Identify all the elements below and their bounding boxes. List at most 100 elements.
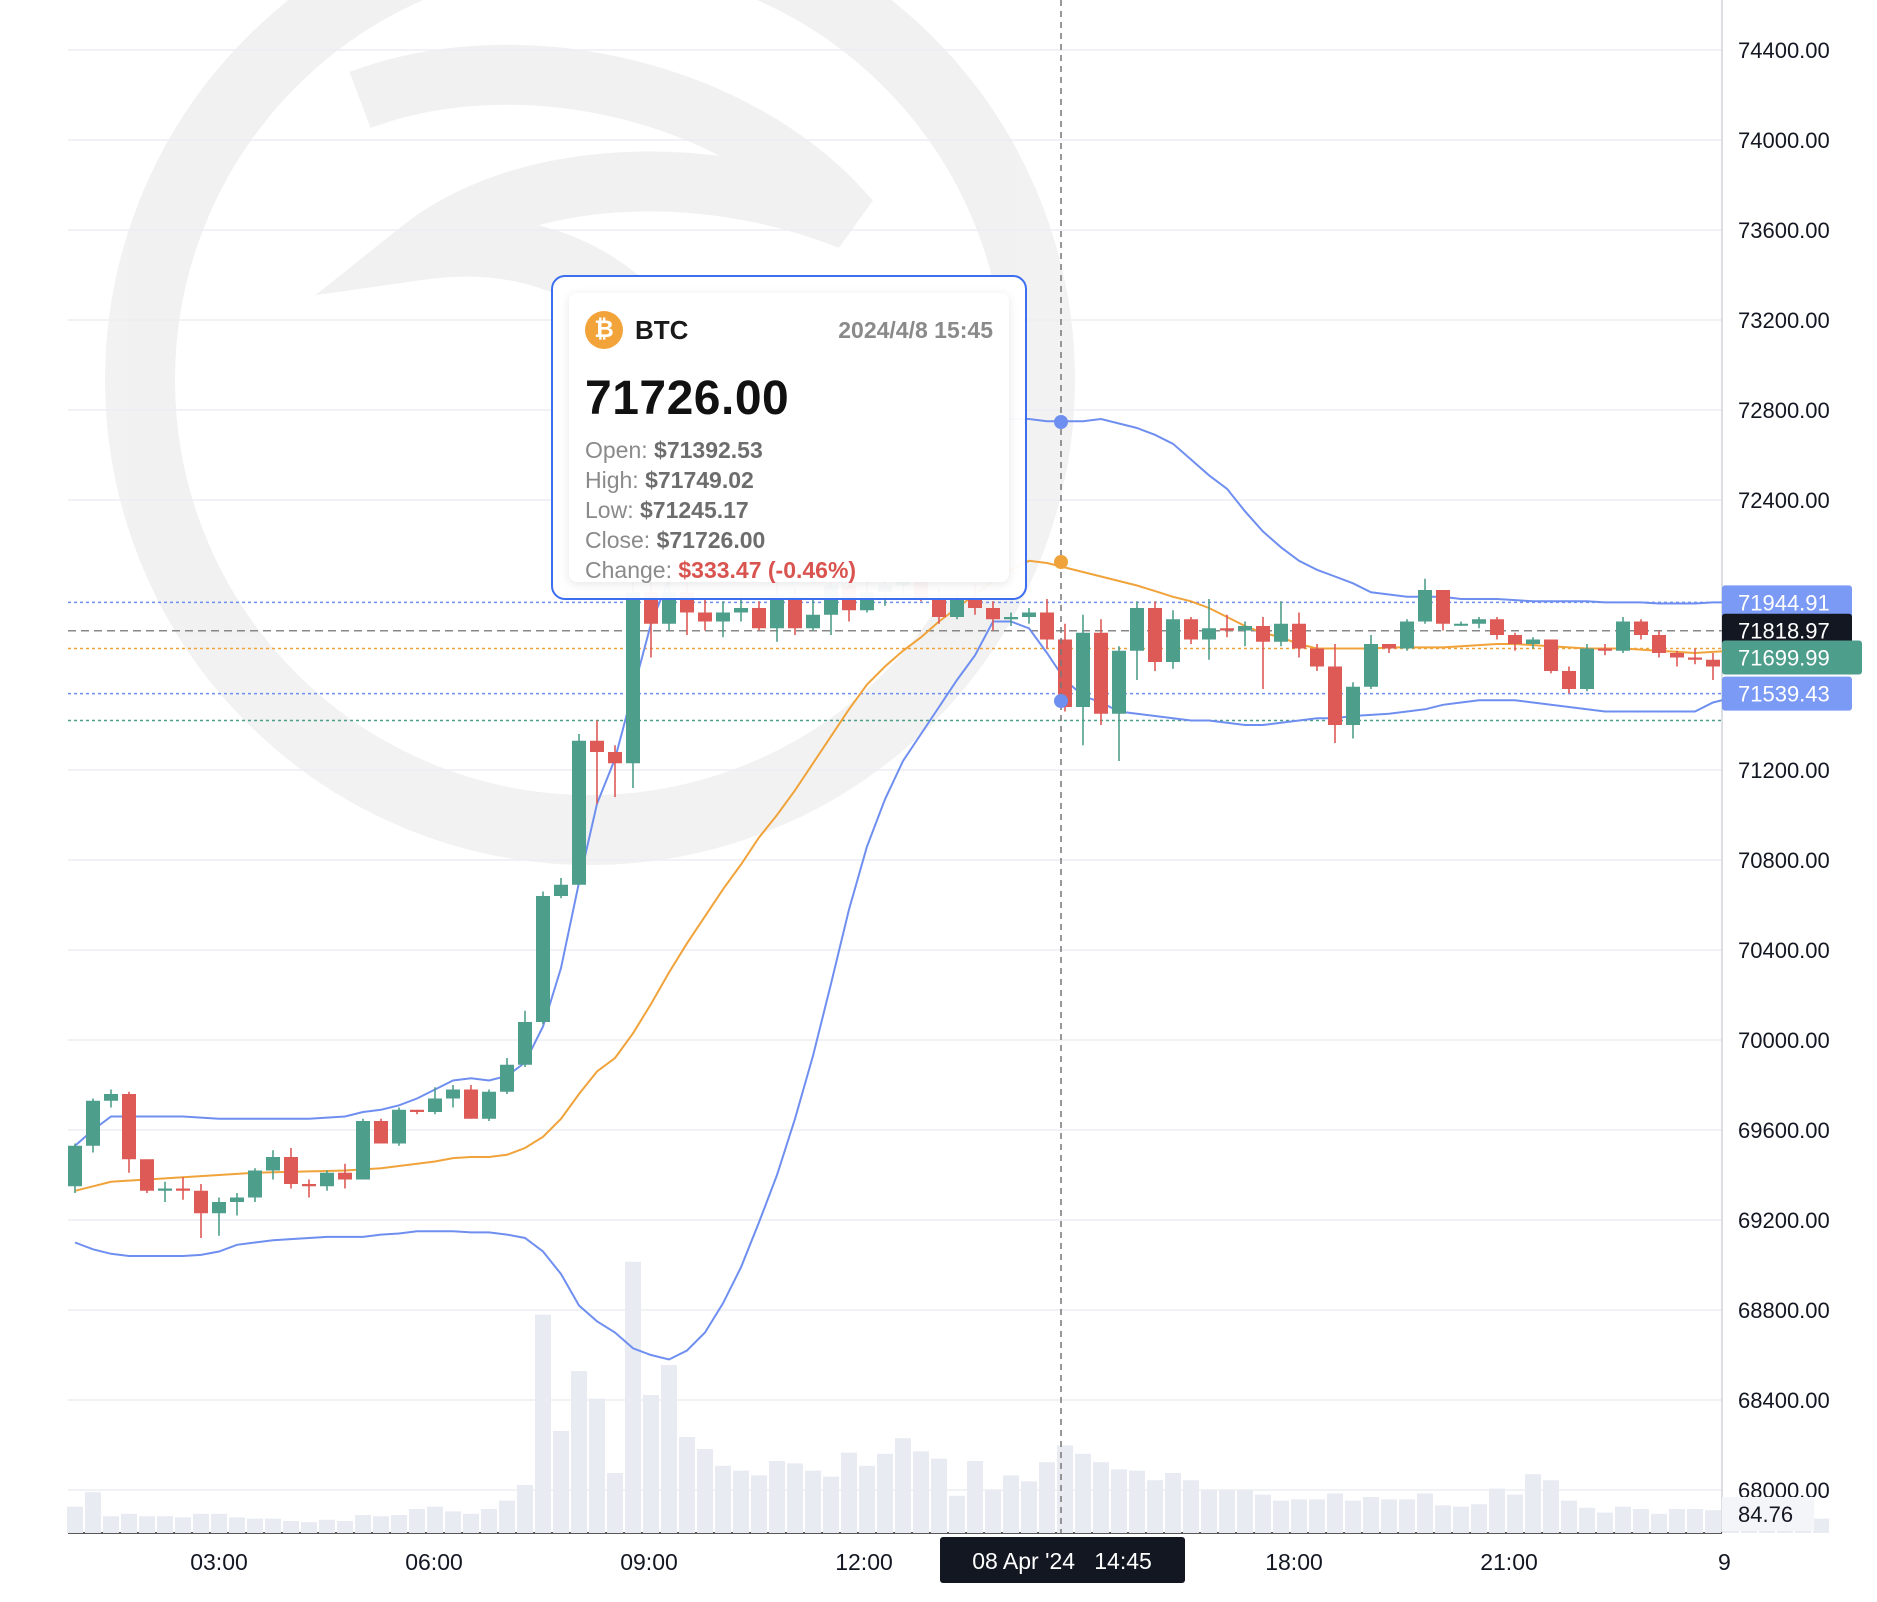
- candle-down[interactable]: [1634, 621, 1648, 636]
- candle-down[interactable]: [1058, 639, 1072, 708]
- candle-up[interactable]: [716, 612, 730, 622]
- candle-down[interactable]: [1094, 632, 1108, 714]
- candle-down[interactable]: [1544, 639, 1558, 672]
- candle-up[interactable]: [626, 592, 640, 764]
- candle-down[interactable]: [1688, 657, 1702, 660]
- candle-down[interactable]: [1706, 659, 1720, 667]
- candle-up[interactable]: [1166, 619, 1180, 662]
- price-axis[interactable]: 74400.00 74000.00 73600.00 73200.00 72800.00…: [1722, 38, 1862, 1531]
- candle-down[interactable]: [1328, 666, 1342, 726]
- candle-up[interactable]: [320, 1172, 334, 1187]
- candle-up[interactable]: [500, 1064, 514, 1092]
- candle-up[interactable]: [212, 1202, 226, 1214]
- candle-down[interactable]: [1220, 628, 1234, 631]
- candle-up[interactable]: [1472, 619, 1486, 624]
- candle-down[interactable]: [284, 1157, 298, 1184]
- candle-up[interactable]: [536, 896, 550, 1022]
- candle-down[interactable]: [374, 1121, 388, 1144]
- candle-up[interactable]: [1580, 648, 1594, 690]
- candle-down[interactable]: [986, 608, 1000, 620]
- price-label-badge[interactable]: [1722, 676, 1852, 711]
- candle-up[interactable]: [572, 740, 586, 885]
- candle-up[interactable]: [518, 1022, 532, 1065]
- candle-down[interactable]: [644, 592, 658, 624]
- candle-down[interactable]: [932, 599, 946, 617]
- candle-down[interactable]: [1040, 612, 1054, 640]
- volume-bar: [103, 1516, 119, 1533]
- candle-up[interactable]: [86, 1100, 100, 1146]
- candle-down[interactable]: [590, 740, 604, 752]
- candle-down[interactable]: [122, 1094, 136, 1160]
- price-label-badge[interactable]: [1722, 640, 1862, 675]
- candle-down[interactable]: [788, 596, 802, 629]
- candle-down[interactable]: [1652, 635, 1666, 653]
- candle-up[interactable]: [1454, 623, 1468, 626]
- candle-down[interactable]: [968, 599, 982, 608]
- crosshair-time-badge[interactable]: [940, 1537, 1185, 1583]
- candle-down[interactable]: [1490, 619, 1504, 635]
- candle-up[interactable]: [356, 1121, 370, 1180]
- candle-up[interactable]: [266, 1157, 280, 1171]
- candle-up[interactable]: [446, 1089, 460, 1099]
- volume-bar: [589, 1398, 605, 1533]
- candle-down[interactable]: [410, 1109, 424, 1112]
- candle-up[interactable]: [482, 1091, 496, 1119]
- low-label: Low:: [585, 497, 634, 523]
- candle-down[interactable]: [1508, 635, 1522, 644]
- candle-up[interactable]: [950, 599, 964, 617]
- candle-down[interactable]: [608, 752, 622, 764]
- price-label-badge[interactable]: [1722, 613, 1852, 648]
- candle-up[interactable]: [230, 1197, 244, 1203]
- candle-down[interactable]: [1148, 608, 1162, 662]
- price-label-badge[interactable]: [1722, 585, 1852, 620]
- candle-down[interactable]: [752, 608, 766, 629]
- candle-up[interactable]: [248, 1170, 262, 1198]
- candle-up[interactable]: [428, 1098, 442, 1113]
- candle-up[interactable]: [1130, 608, 1144, 651]
- candle-up[interactable]: [554, 884, 568, 896]
- candle-up[interactable]: [1418, 590, 1432, 622]
- candle-down[interactable]: [1382, 644, 1396, 649]
- candle-down[interactable]: [698, 612, 712, 622]
- candle-up[interactable]: [734, 608, 748, 613]
- candle-down[interactable]: [338, 1172, 352, 1180]
- volume-bar: [1291, 1499, 1307, 1533]
- candle-up[interactable]: [1364, 644, 1378, 687]
- candle-down[interactable]: [1256, 626, 1270, 642]
- candle-up[interactable]: [1274, 623, 1288, 642]
- candle-up[interactable]: [158, 1188, 172, 1191]
- candle-down[interactable]: [1598, 648, 1612, 651]
- candle-up[interactable]: [662, 592, 676, 624]
- candle-down[interactable]: [464, 1089, 478, 1119]
- candle-down[interactable]: [1292, 623, 1306, 649]
- candle-down[interactable]: [302, 1184, 316, 1187]
- candle-down[interactable]: [1670, 653, 1684, 658]
- candle-down[interactable]: [1184, 619, 1198, 640]
- candle-up[interactable]: [1400, 621, 1414, 649]
- candle-up[interactable]: [1346, 686, 1360, 725]
- candle-up[interactable]: [1004, 617, 1018, 620]
- candle-up[interactable]: [68, 1145, 82, 1187]
- candle-up[interactable]: [1616, 621, 1630, 651]
- candle-up[interactable]: [806, 614, 820, 629]
- candle-up[interactable]: [1076, 632, 1090, 707]
- candle-down[interactable]: [1436, 590, 1450, 624]
- candle-down[interactable]: [140, 1159, 154, 1191]
- candle-up[interactable]: [1238, 626, 1252, 631]
- candle-up[interactable]: [1022, 612, 1036, 618]
- candles[interactable]: [68, 549, 1828, 1239]
- candle-down[interactable]: [194, 1190, 208, 1214]
- candle-down[interactable]: [1562, 671, 1576, 689]
- candle-up[interactable]: [104, 1094, 118, 1101]
- candle-up[interactable]: [770, 596, 784, 629]
- candle-up[interactable]: [1526, 639, 1540, 645]
- candle-up[interactable]: [1202, 628, 1216, 640]
- candle-up[interactable]: [1112, 650, 1126, 714]
- candle-up[interactable]: [392, 1109, 406, 1144]
- volume-bar: [1021, 1481, 1037, 1533]
- candle-down[interactable]: [1310, 648, 1324, 667]
- time-axis[interactable]: 03:00 06:00 09:00 12:00 18:00 21:00 9 08 Apr '2…: [190, 1537, 1731, 1583]
- candle-down[interactable]: [176, 1188, 190, 1191]
